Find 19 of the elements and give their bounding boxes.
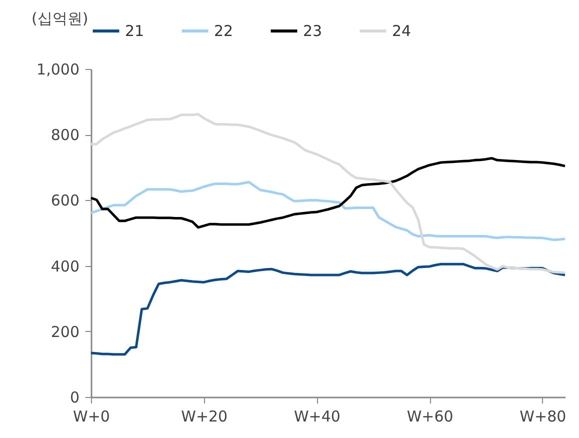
y-tick-label: 0 [70, 388, 80, 406]
y-tick-label: 200 [50, 322, 80, 341]
y-tick-label: 800 [50, 126, 80, 144]
x-tick-label: W+60 [406, 408, 454, 426]
y-axis-title: (십억원) [32, 10, 88, 28]
line-series [90, 156, 566, 229]
y-tick-label: 400 [50, 257, 80, 276]
legend-label: 24 [392, 22, 412, 40]
y-tick-label: 600 [50, 192, 80, 210]
legend-label: 22 [214, 22, 234, 40]
line-series [90, 113, 566, 274]
x-tick-label: W+0 [73, 408, 110, 426]
x-tick-label: W+20 [181, 408, 228, 426]
x-tick-label: W+40 [294, 408, 340, 426]
x-tick-label: W+80 [520, 408, 566, 426]
legend-label: 21 [125, 22, 144, 40]
legend-label: 23 [303, 22, 322, 40]
y-tick-label: 1,000 [36, 60, 80, 78]
line-series [90, 180, 566, 242]
